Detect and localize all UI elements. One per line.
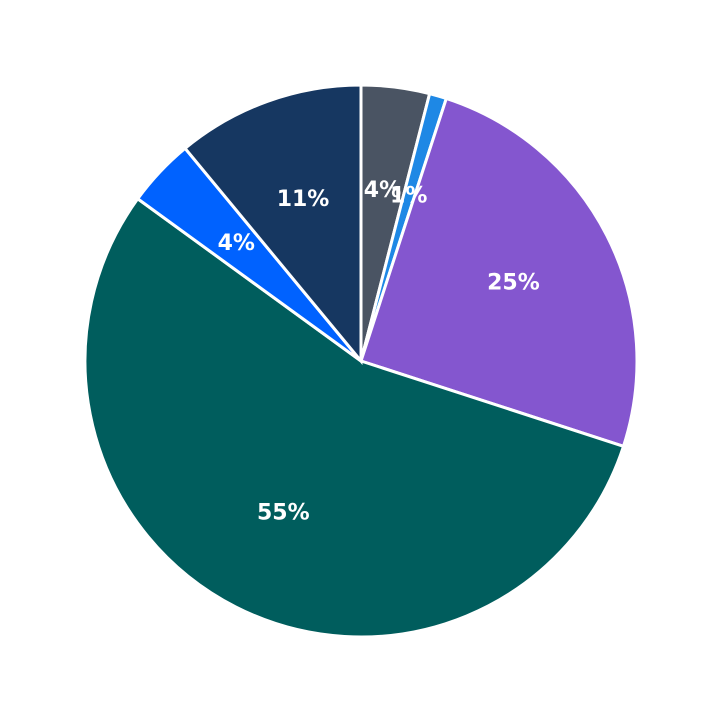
pie-slice — [182, 83, 363, 366]
data-label: 1% — [390, 184, 427, 209]
data-label: 25% — [487, 270, 540, 295]
data-label: 4% — [218, 231, 255, 256]
pie-slice — [83, 196, 626, 639]
pie-slice — [359, 96, 639, 449]
data-label: 55% — [257, 500, 310, 525]
data-label: 4% — [364, 178, 401, 203]
data-label: 11% — [277, 187, 330, 212]
